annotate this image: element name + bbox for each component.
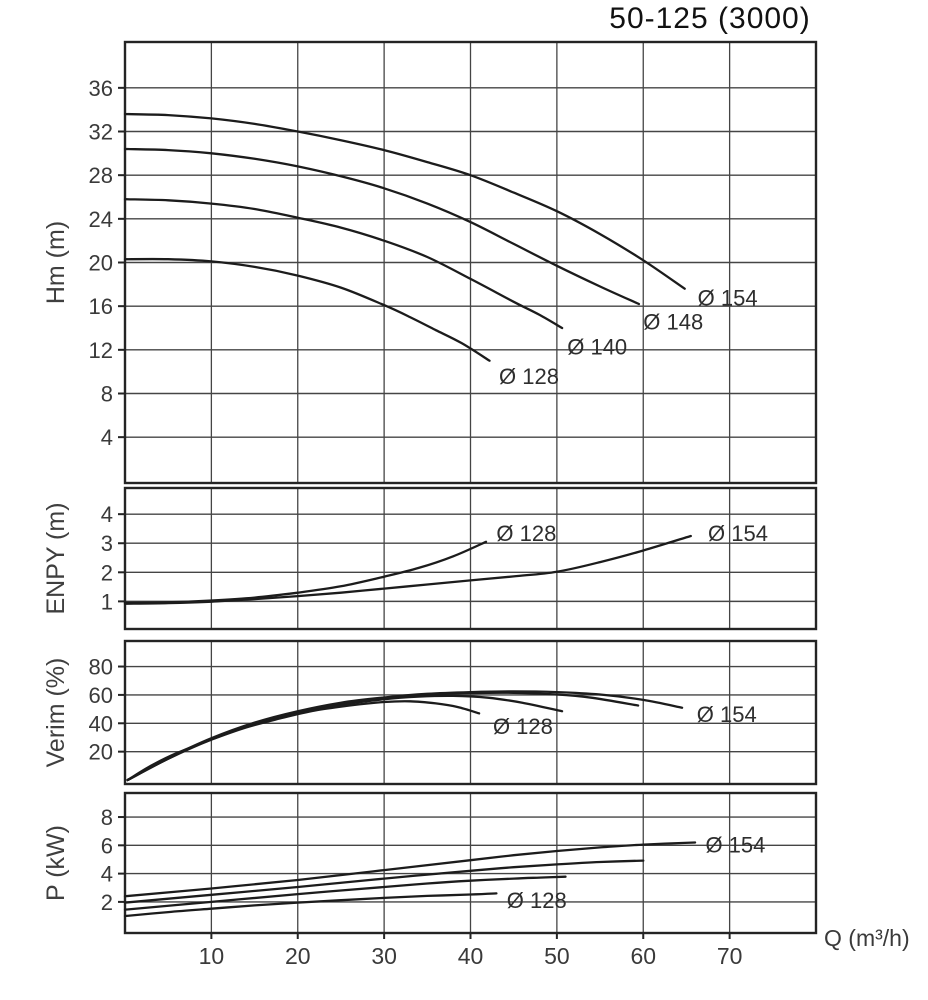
series-label: Ø 154 bbox=[705, 833, 765, 858]
curve-efficiency-128 bbox=[126, 700, 481, 782]
x-tick-label: 40 bbox=[458, 943, 484, 969]
x-tick-label: 10 bbox=[199, 943, 225, 969]
y-tick-label: 8 bbox=[101, 805, 113, 830]
y-tick-label: 3 bbox=[101, 531, 113, 556]
y-tick-label: 80 bbox=[89, 655, 113, 680]
y-tick-label: 20 bbox=[89, 251, 113, 276]
panel-border-efficiency bbox=[123, 639, 818, 786]
x-axis-label: Q (m³/h) bbox=[824, 925, 910, 951]
y-tick-label: 16 bbox=[89, 294, 113, 319]
y-tick-label: 1 bbox=[101, 589, 113, 614]
x-tick-label: 70 bbox=[717, 943, 743, 969]
y-axis-label-efficiency: Verim (%) bbox=[42, 658, 70, 768]
curve-efficiency-148 bbox=[126, 691, 640, 782]
series-label: Ø 128 bbox=[499, 364, 559, 389]
series-label: Ø 128 bbox=[493, 714, 553, 739]
y-tick-label: 24 bbox=[89, 207, 113, 232]
y-tick-label: 6 bbox=[101, 833, 113, 858]
y-axis-label-power: P (kW) bbox=[42, 825, 70, 901]
x-tick-label: 20 bbox=[285, 943, 311, 969]
curve-npsh-154 bbox=[123, 534, 692, 605]
curve-power-148 bbox=[123, 859, 645, 904]
series-label: Ø 148 bbox=[643, 309, 703, 334]
panel-border-head bbox=[123, 40, 818, 485]
curve-efficiency-154 bbox=[126, 690, 684, 782]
y-axis-label-head: Hm (m) bbox=[42, 221, 70, 304]
y-axis-label-npsh: ENPY (m) bbox=[42, 502, 70, 614]
x-tick-label: 30 bbox=[371, 943, 397, 969]
y-tick-label: 4 bbox=[101, 502, 113, 527]
curve-head-128 bbox=[123, 257, 491, 362]
curve-head-154 bbox=[123, 112, 686, 290]
series-label: Ø 154 bbox=[697, 702, 757, 727]
y-tick-label: 8 bbox=[101, 381, 113, 406]
y-tick-label: 28 bbox=[89, 163, 113, 188]
y-tick-label: 4 bbox=[101, 862, 113, 887]
y-tick-label: 60 bbox=[89, 683, 113, 708]
y-tick-label: 2 bbox=[101, 560, 113, 585]
y-tick-label: 20 bbox=[89, 740, 113, 765]
y-tick-label: 4 bbox=[101, 425, 113, 450]
y-tick-label: 40 bbox=[89, 711, 113, 736]
curve-power-154 bbox=[123, 841, 697, 898]
curve-head-140 bbox=[123, 198, 564, 330]
panel-border-npsh bbox=[123, 486, 818, 631]
y-tick-label: 36 bbox=[89, 76, 113, 101]
series-label: Ø 154 bbox=[698, 285, 758, 310]
x-tick-label: 50 bbox=[544, 943, 570, 969]
series-label: Ø 128 bbox=[507, 888, 567, 913]
curve-power-140 bbox=[123, 875, 567, 911]
y-tick-label: 32 bbox=[89, 120, 113, 145]
y-tick-label: 2 bbox=[101, 890, 113, 915]
y-tick-label: 12 bbox=[89, 338, 113, 363]
curve-head-148 bbox=[123, 147, 641, 306]
curve-power-128 bbox=[123, 892, 498, 918]
series-label: Ø 154 bbox=[708, 521, 768, 546]
series-label: Ø 140 bbox=[567, 335, 627, 360]
series-label: Ø 128 bbox=[496, 521, 556, 546]
page-title: 50-125 (3000) bbox=[609, 2, 811, 35]
x-tick-label: 60 bbox=[630, 943, 656, 969]
